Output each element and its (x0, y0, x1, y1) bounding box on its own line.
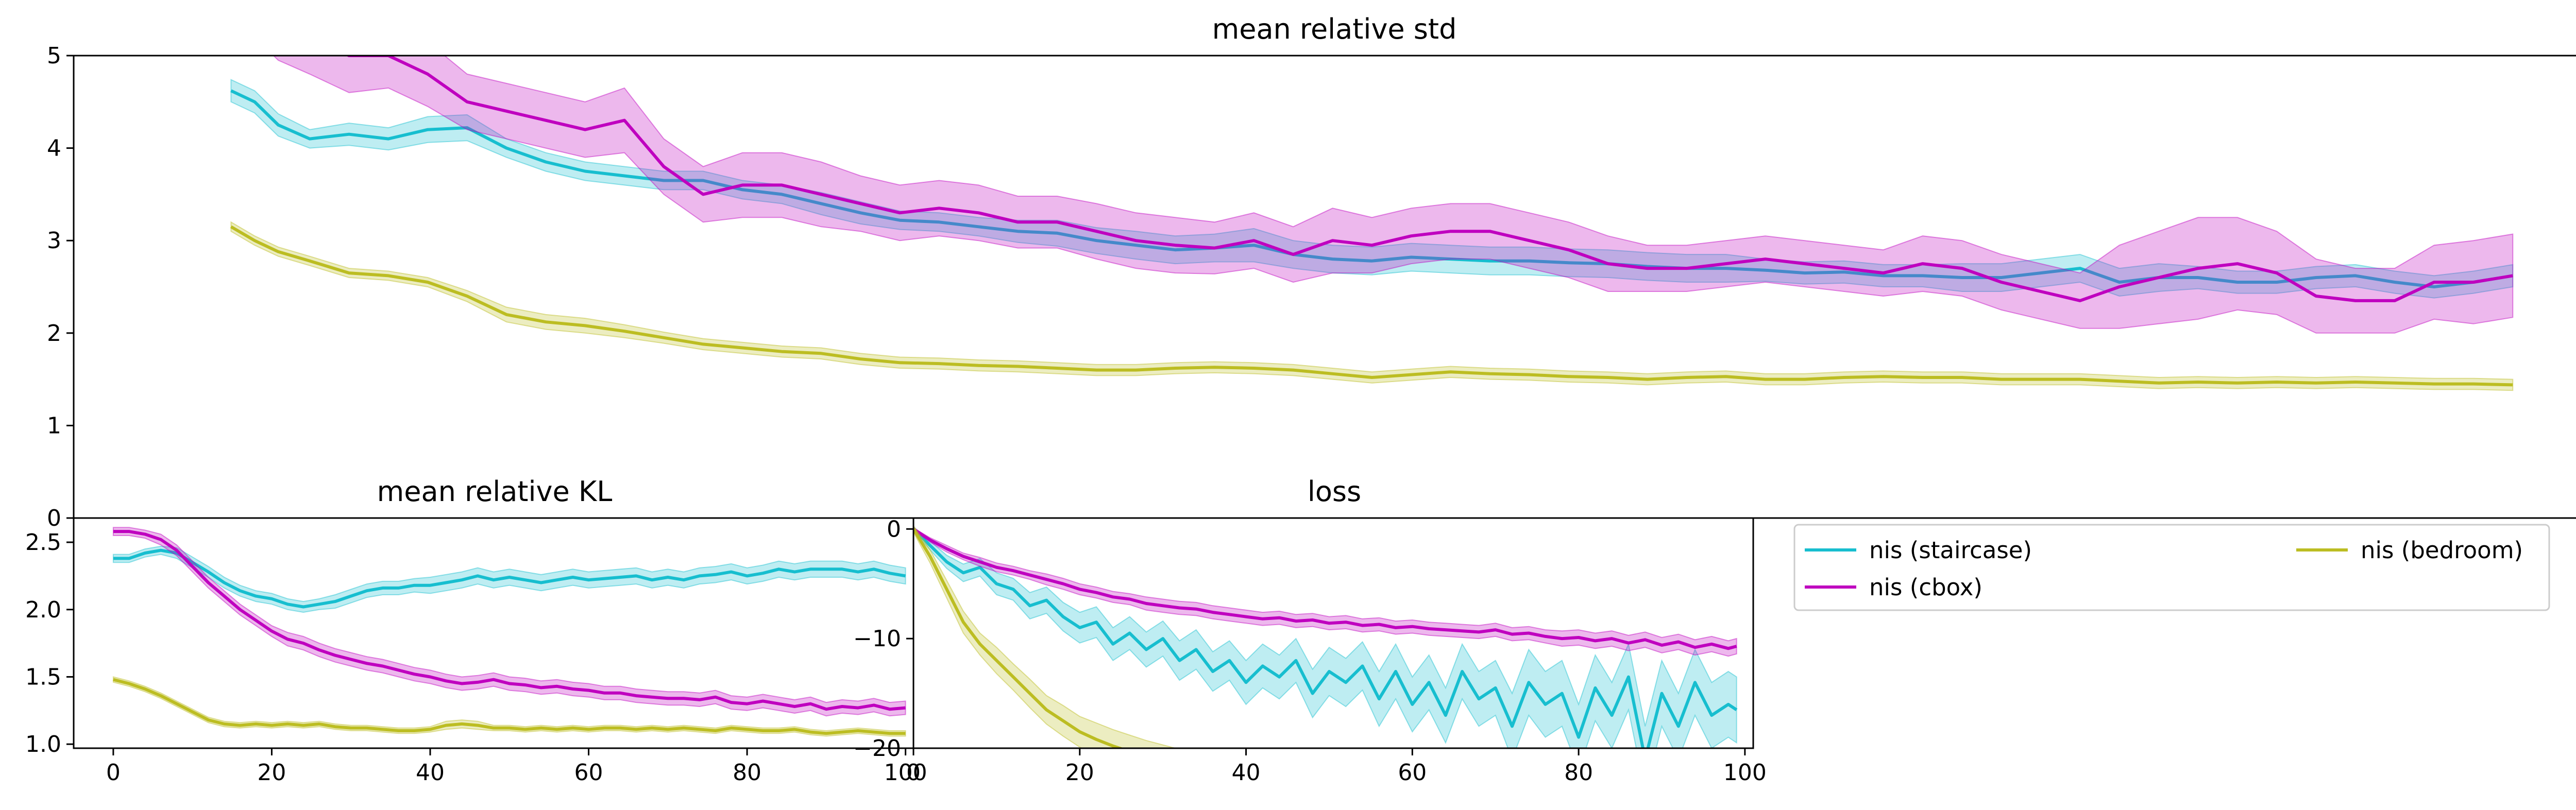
kl-x-axis: 0 20 40 60 80 100 (106, 748, 927, 786)
kl-series-group (112, 527, 906, 737)
kl-plot-area (112, 527, 906, 737)
kl-xtick-label: 20 (257, 760, 286, 786)
legend-entry-bedroom: nis (bedroom) (2296, 537, 2523, 564)
loss-plot-area (913, 525, 1738, 748)
loss-line-cbox (913, 527, 1737, 650)
loss-xtick-label: 40 (1232, 760, 1261, 786)
kl-ytick-label: 2.5 (25, 529, 61, 556)
std-band-bedroom (230, 221, 2514, 391)
kl-ytick-label: 1.5 (25, 664, 61, 690)
legend-label-staircase: nis (staircase) (1869, 537, 2032, 564)
kl-line-staircase (113, 548, 906, 609)
std-ytick-label: 4 (47, 135, 61, 162)
loss-axes-frame (912, 517, 1754, 749)
kl-title: mean relative KL (377, 475, 613, 508)
kl-band-cbox (112, 527, 906, 717)
legend-box (1793, 524, 2550, 611)
std-plot-area (230, 56, 2514, 391)
std-title: mean relative std (1212, 13, 1457, 45)
kl-xtick-label: 0 (106, 760, 121, 786)
loss-xtick-label: 20 (1065, 760, 1094, 786)
loss-xtick-label: 80 (1564, 760, 1593, 786)
loss-title: loss (1308, 475, 1361, 508)
loss-x-axis: 0 20 40 60 80 100 (906, 748, 1767, 786)
kl-band-bedroom (112, 676, 906, 737)
std-ytick-label: 3 (47, 228, 61, 254)
kl-line-cbox (113, 530, 906, 711)
legend: nis (staircase) nis (cbox) nis (bedroom) (1793, 524, 2550, 611)
kl-y-axis: 1.0 1.5 2.0 2.5 (25, 529, 74, 757)
loss-line-bedroom (913, 528, 1125, 748)
std-panel: mean relative std 0 1 2 3 4 5 (47, 13, 2576, 531)
kl-ytick-label: 1.0 (25, 731, 61, 757)
kl-band-staircase (112, 545, 906, 613)
loss-ytick-label: 0 (887, 516, 901, 542)
std-ytick-label: 1 (47, 412, 61, 439)
loss-band-bedroom (913, 525, 1178, 748)
std-ytick-label: 0 (47, 505, 61, 531)
std-y-axis: 0 1 2 3 4 5 (47, 43, 74, 531)
kl-panel: mean relative KL 1.0 1.5 2.0 2.5 0 20 40 60 80 1… (25, 475, 927, 786)
kl-xtick-label: 60 (574, 760, 603, 786)
std-ytick-label: 2 (47, 320, 61, 347)
loss-panel: loss −20 −10 0 0 20 40 60 80 100 (853, 475, 1767, 786)
std-line-cbox (345, 56, 2513, 302)
loss-ytick-label: −10 (853, 626, 901, 652)
kl-xtick-label: 40 (416, 760, 445, 786)
kl-ytick-label: 2.0 (25, 597, 61, 623)
loss-series-group (913, 525, 1738, 748)
loss-xtick-label: 60 (1398, 760, 1427, 786)
loss-xtick-label: 100 (1723, 760, 1767, 786)
std-line-bedroom (230, 225, 2513, 387)
loss-band-staircase (913, 526, 1737, 748)
legend-label-cbox: nis (cbox) (1869, 574, 1982, 601)
loss-line-staircase (913, 528, 1738, 748)
kl-xtick-label: 100 (884, 760, 927, 786)
legend-entry-staircase: nis (staircase) (1805, 537, 2032, 564)
std-ytick-label: 5 (47, 43, 61, 69)
legend-label-bedroom: nis (bedroom) (2361, 537, 2523, 564)
kl-line-bedroom (113, 678, 906, 735)
std-band-cbox (273, 56, 2514, 334)
loss-y-axis: −20 −10 0 (853, 516, 913, 762)
std-series-group (230, 56, 2514, 391)
loss-ytick-label: −20 (853, 735, 901, 762)
std-line-staircase (230, 89, 2513, 288)
kl-xtick-label: 80 (733, 760, 761, 786)
loss-xtick-label: 0 (906, 760, 921, 786)
legend-entry-cbox: nis (cbox) (1805, 574, 1982, 601)
